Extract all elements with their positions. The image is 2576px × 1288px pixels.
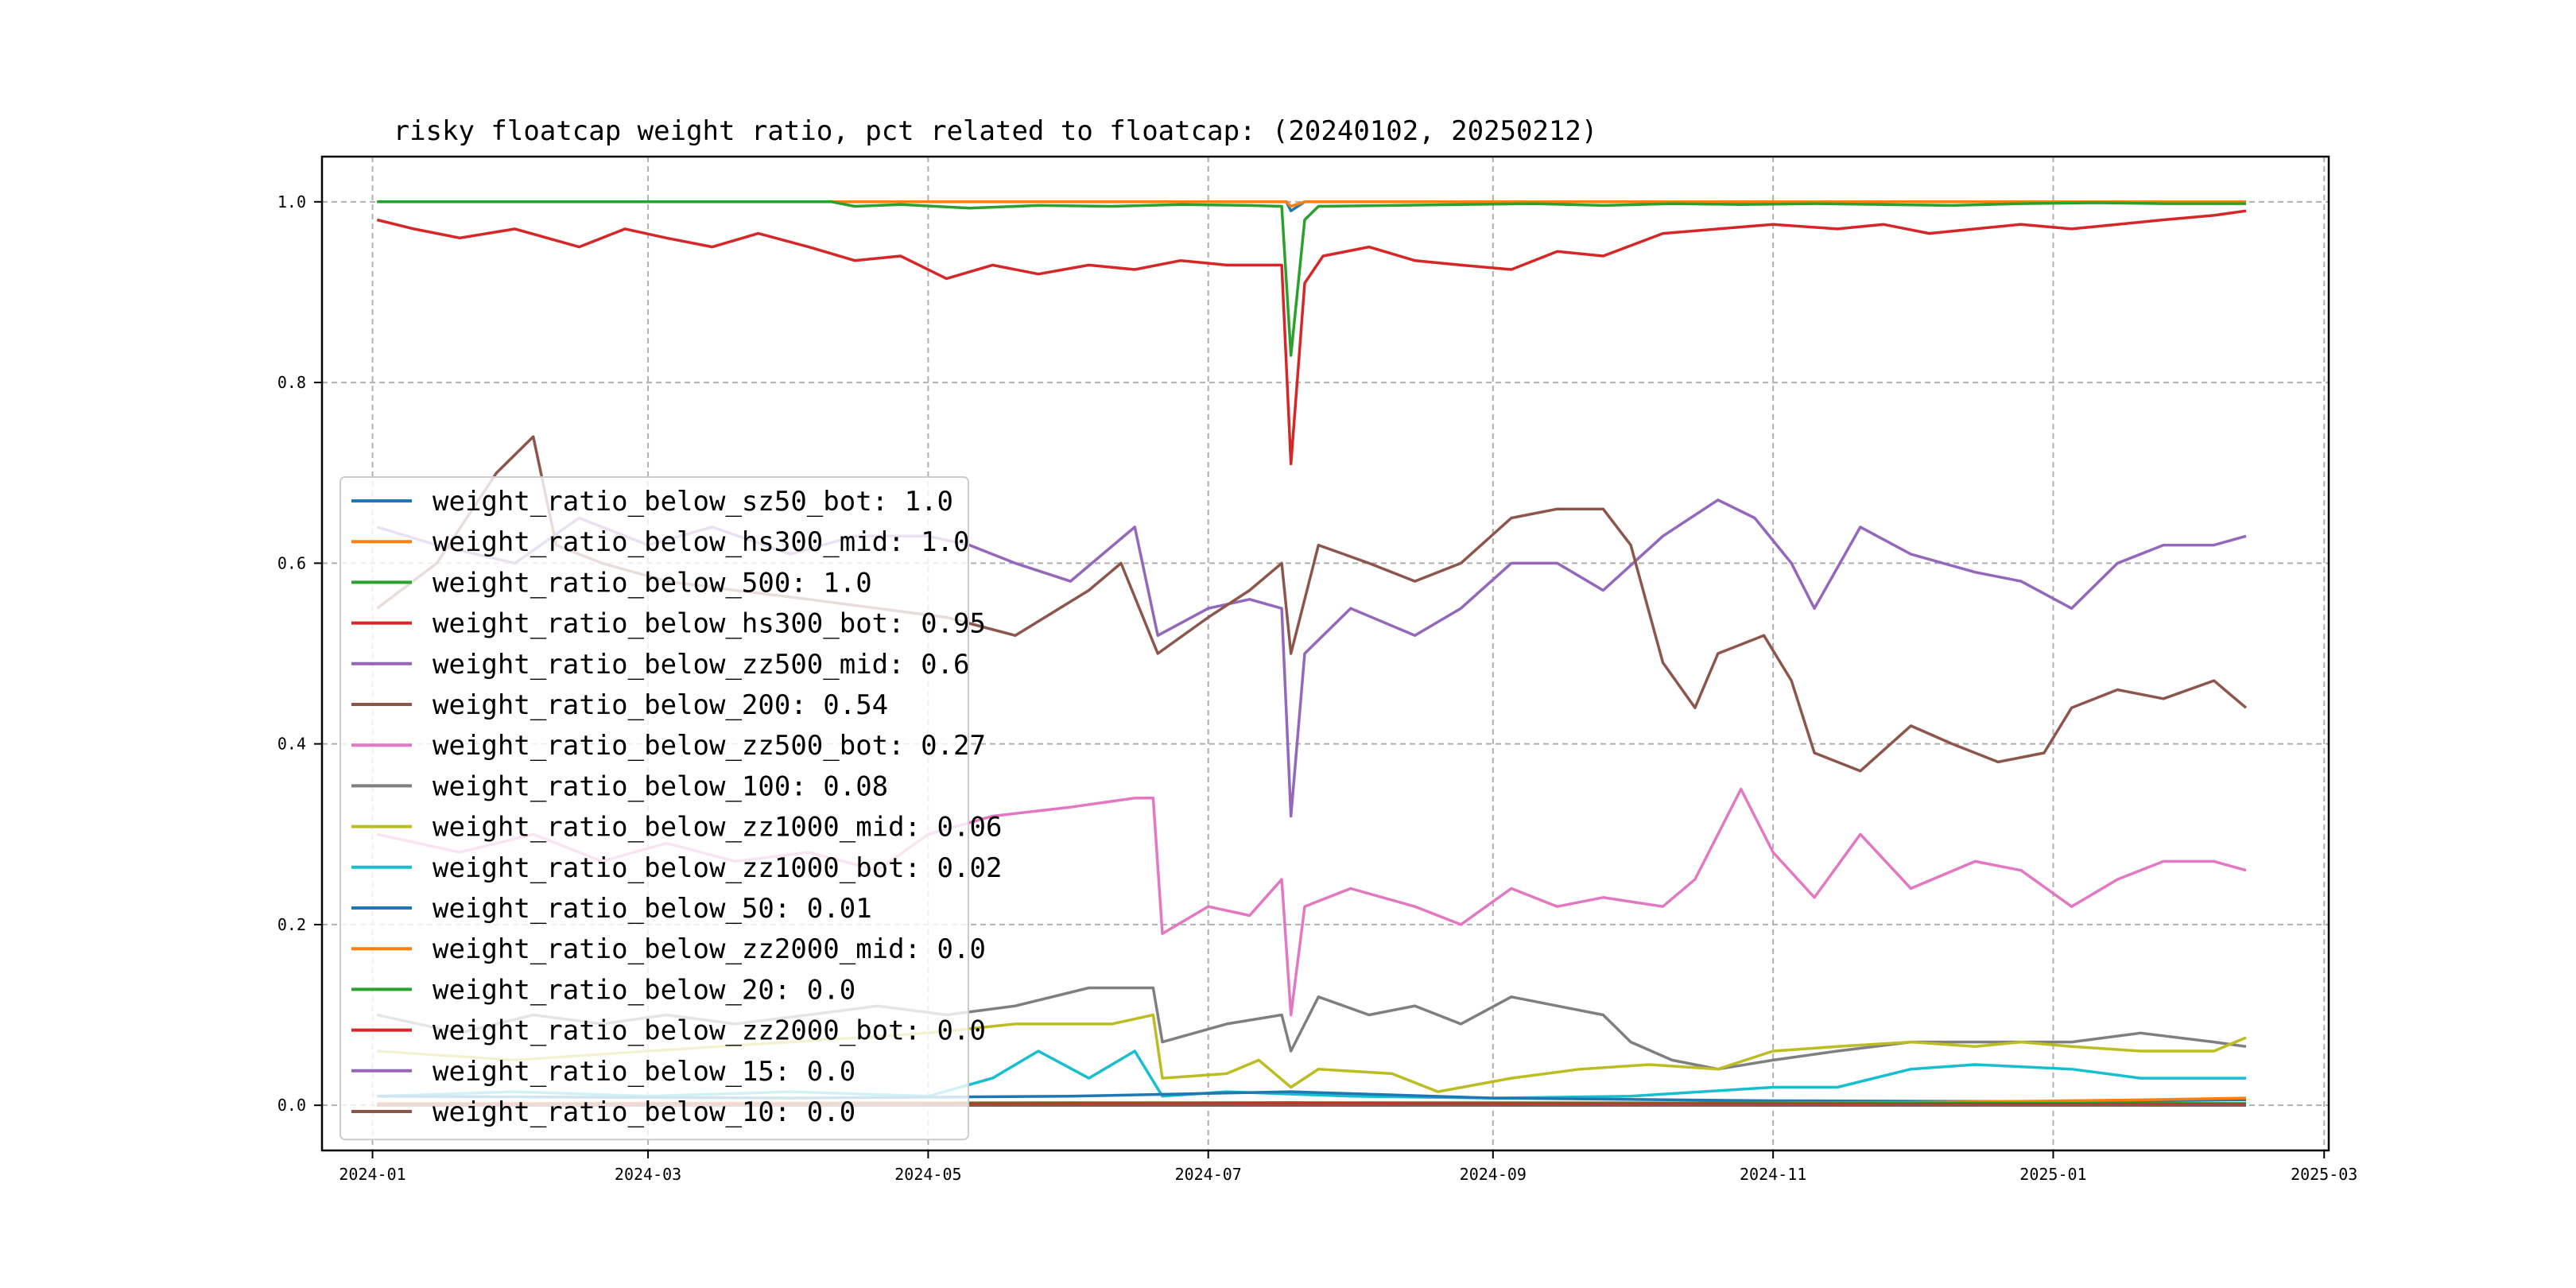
series-line-weight-ratio-below-hs300-bot [376,209,2247,466]
legend-label-weight-ratio-below-15: weight_ratio_below_15: 0.0 [433,1056,855,1088]
legend-label-weight-ratio-below-200: weight_ratio_below_200: 0.54 [433,689,888,721]
series-line-weight-ratio-below-500 [377,200,2246,357]
series-line-weight-ratio-below-zz1000-mid [377,1013,2247,1093]
x-tick-label: 2024-05 [894,1165,961,1184]
x-tick-label: 2024-07 [1175,1165,1242,1184]
legend-label-weight-ratio-below-hs300-mid: weight_ratio_below_hs300_mid: 1.0 [433,526,970,558]
x-tick-label: 2025-03 [2291,1165,2357,1184]
legend-label-weight-ratio-below-zz2000-bot: weight_ratio_below_zz2000_bot: 0.0 [433,1015,986,1047]
legend-label-weight-ratio-below-sz50-bot: weight_ratio_below_sz50_bot: 1.0 [433,486,953,518]
x-tick-label: 2024-03 [615,1165,681,1184]
legend-label-weight-ratio-below-10: weight_ratio_below_10: 0.0 [433,1096,855,1128]
legend-label-weight-ratio-below-hs300-bot: weight_ratio_below_hs300_bot: 0.95 [433,608,986,640]
y-tick-label: 0.6 [277,553,306,572]
y-tick-label: 0.0 [277,1096,306,1115]
legend-label-weight-ratio-below-20: weight_ratio_below_20: 0.0 [433,974,855,1006]
legend-label-weight-ratio-below-zz2000-mid: weight_ratio_below_zz2000_mid: 0.0 [433,933,986,965]
x-tick-label: 2024-09 [1460,1165,1527,1184]
plot-area-frame [320,155,2330,1152]
series-line-weight-ratio-below-hs300-mid [377,200,2246,208]
legend-label-weight-ratio-below-500: weight_ratio_below_500: 1.0 [433,567,872,599]
legend-label-weight-ratio-below-zz500-mid: weight_ratio_below_zz500_mid: 0.6 [433,649,970,681]
legend-label-weight-ratio-below-zz500-bot: weight_ratio_below_zz500_bot: 0.27 [433,730,986,762]
legend: weight_ratio_below_sz50_bot: 1.0 weight_r… [339,476,1002,1141]
legend-label-weight-ratio-below-zz1000-mid: weight_ratio_below_zz1000_mid: 0.06 [433,812,1002,844]
legend-box [339,476,969,1141]
x-tick-label: 2024-01 [339,1165,405,1184]
axis-ticks: 2024-01 2024-03 2024-05 2024-07 2024-09 2024-… [277,192,2357,1184]
y-tick-label: 1.0 [277,192,306,211]
y-tick-label: 0.4 [277,735,306,754]
legend-label-weight-ratio-below-zz1000-bot: weight_ratio_below_zz1000_bot: 0.02 [433,852,1002,884]
y-tick-label: 0.8 [277,373,306,392]
chart-title: risky floatcap weight ratio, pct related… [394,115,1598,147]
x-tick-label: 2024-11 [1740,1165,1806,1184]
x-tick-label: 2025-01 [2019,1165,2086,1184]
y-tick-label: 0.2 [277,915,306,934]
legend-label-weight-ratio-below-50: weight_ratio_below_50: 0.01 [433,893,872,925]
legend-label-weight-ratio-below-100: weight_ratio_below_100: 0.08 [433,770,888,802]
